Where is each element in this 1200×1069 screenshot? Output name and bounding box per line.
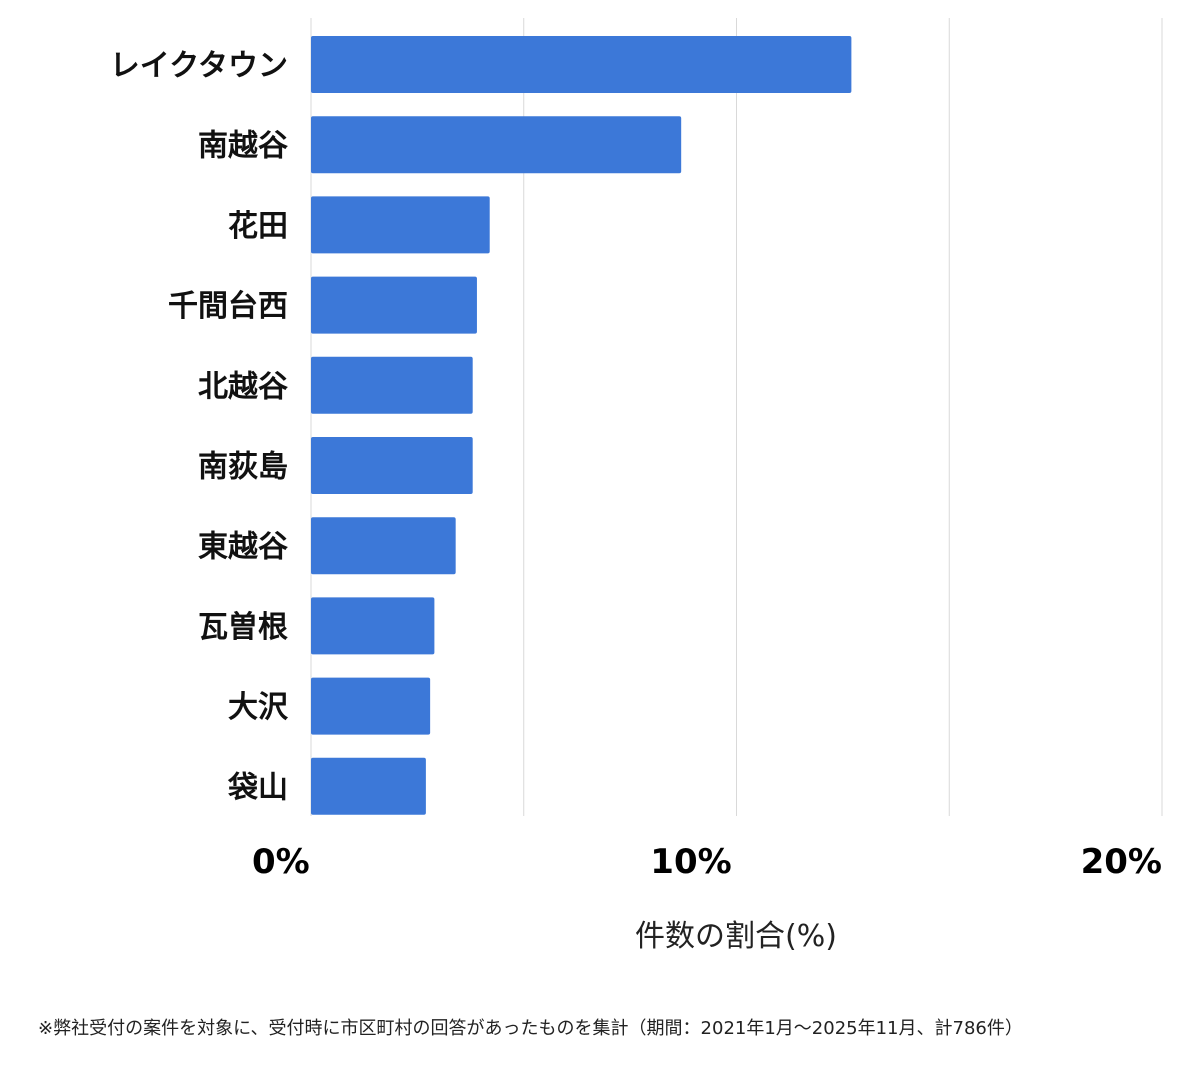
bars <box>311 36 852 815</box>
bar-3 <box>311 276 477 334</box>
bar-8 <box>311 677 431 735</box>
bar-4 <box>311 356 473 414</box>
bar-2 <box>311 196 490 254</box>
category-label-0: レイクタウン <box>110 49 288 84</box>
category-label-3: 千間台西 <box>168 289 288 324</box>
bar-0 <box>311 36 852 93</box>
bar-6 <box>311 517 456 575</box>
category-label-2: 花田 <box>228 209 288 244</box>
category-label-8: 大沢 <box>228 690 289 725</box>
category-label-7: 瓦曽根 <box>198 610 288 645</box>
category-label-6: 東越谷 <box>198 530 288 565</box>
x-tick-labels: 0% 10% 20% <box>252 842 1162 882</box>
bar-5 <box>311 437 473 494</box>
x-tick-label-0: 0% <box>252 842 310 882</box>
footnote: ※弊社受付の案件を対象に、受付時に市区町村の回答があったものを集計（期間：202… <box>38 1018 1023 1039</box>
x-tick-label-2: 20% <box>1081 842 1162 882</box>
bar-9 <box>311 757 426 815</box>
bar-7 <box>311 597 435 655</box>
category-label-9: 袋山 <box>227 770 288 805</box>
x-axis-title: 件数の割合(%) <box>635 919 837 954</box>
x-tick-label-1: 10% <box>650 842 731 882</box>
category-label-4: 北越谷 <box>198 369 288 404</box>
category-label-1: 南越谷 <box>198 129 288 164</box>
bar-1 <box>311 116 682 174</box>
category-label-5: 南荻島 <box>198 450 288 485</box>
